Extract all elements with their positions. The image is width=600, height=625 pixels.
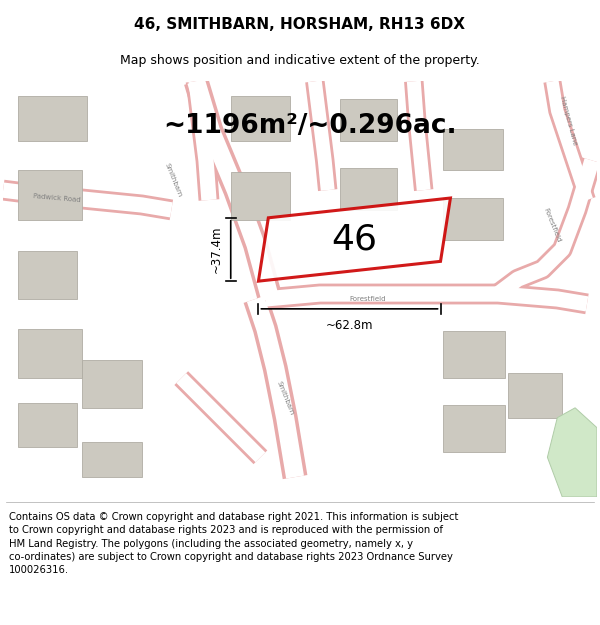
Text: Forestfield: Forestfield (542, 207, 562, 242)
Bar (18, 96, 87, 141)
Bar (340, 168, 397, 210)
Text: ~1196m²/~0.296ac.: ~1196m²/~0.296ac. (163, 112, 457, 139)
Bar (18, 170, 82, 220)
Bar (443, 405, 505, 452)
Text: Contains OS data © Crown copyright and database right 2021. This information is : Contains OS data © Crown copyright and d… (9, 512, 458, 575)
Text: ~37.4m: ~37.4m (210, 226, 223, 273)
Bar (82, 442, 142, 477)
Bar (231, 96, 290, 141)
Text: Smithbarn: Smithbarn (163, 162, 182, 198)
Bar (443, 198, 503, 239)
Text: Hampers Lane: Hampers Lane (559, 96, 578, 146)
Bar (82, 360, 142, 408)
Bar (340, 99, 397, 141)
Bar (443, 331, 505, 378)
Text: 46: 46 (331, 222, 377, 257)
Text: Forestfield: Forestfield (349, 296, 386, 302)
Text: 46, SMITHBARN, HORSHAM, RH13 6DX: 46, SMITHBARN, HORSHAM, RH13 6DX (134, 17, 466, 32)
Bar (231, 173, 290, 220)
Bar (18, 329, 82, 378)
Text: Padwick Road: Padwick Road (33, 193, 81, 203)
Bar (443, 129, 503, 170)
Polygon shape (547, 408, 597, 497)
Bar (18, 403, 77, 448)
Bar (508, 373, 562, 418)
Text: Smithbarn: Smithbarn (275, 380, 295, 416)
Text: ~62.8m: ~62.8m (326, 319, 373, 332)
Bar (18, 251, 77, 299)
Text: Map shows position and indicative extent of the property.: Map shows position and indicative extent… (120, 54, 480, 68)
Polygon shape (259, 198, 451, 281)
